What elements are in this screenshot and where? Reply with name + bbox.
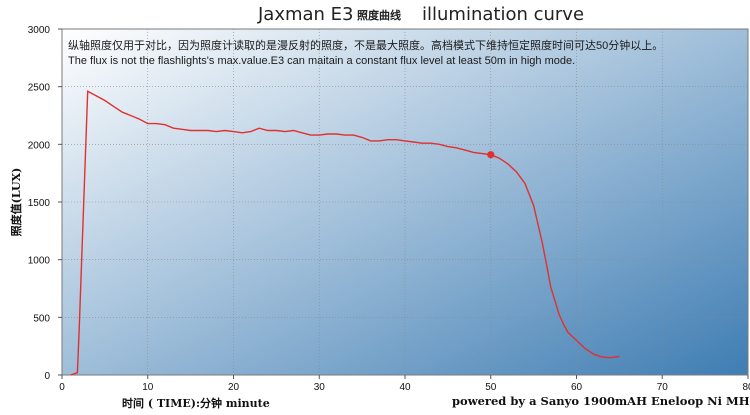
annotation-en: The flux is not the flashlights's max.va… <box>68 55 575 67</box>
x-axis-label: 时间 ( TIME):分钟 minute <box>122 396 270 410</box>
y-tick-label: 2000 <box>28 140 51 151</box>
y-tick-label: 1500 <box>28 198 51 209</box>
x-tick-label: 20 <box>228 382 240 393</box>
x-tick-label: 70 <box>657 382 669 393</box>
y-tick-label: 3000 <box>28 25 51 36</box>
x-tick-label: 40 <box>399 382 411 393</box>
x-tick-label: 30 <box>314 382 326 393</box>
grid <box>62 29 748 375</box>
highlight-marker <box>487 151 495 159</box>
y-tick-label: 0 <box>44 371 50 382</box>
axis-ticks: 0 10 20 30 40 50 60 70 80 0 500 1000 1500 2000 2500 300… <box>28 25 750 393</box>
annotation-cn: 纵轴照度仅用于对比，因为照度计读取的是漫反射的照度，不是最大照度。高档模式下维持… <box>68 38 663 52</box>
x-tick-label: 10 <box>142 382 154 393</box>
x-tick-label: 60 <box>571 382 583 393</box>
chart-title-cn: 照度曲线 <box>357 8 401 22</box>
footer-note: powered by a Sanyo 1900mAH Eneloop Ni MH <box>452 394 750 408</box>
x-tick-label: 80 <box>742 382 750 393</box>
x-tick-label: 50 <box>485 382 497 393</box>
series-line <box>70 90 620 376</box>
y-tick-label: 500 <box>33 313 50 324</box>
chart-title: Jaxman E3 <box>257 4 354 25</box>
chart-title-en: illumination curve <box>422 4 584 25</box>
y-axis-label: 照度值(LUX) <box>9 168 23 237</box>
x-tick-label: 0 <box>59 382 65 393</box>
y-tick-label: 2500 <box>28 83 51 94</box>
y-tick-label: 1000 <box>28 256 51 267</box>
